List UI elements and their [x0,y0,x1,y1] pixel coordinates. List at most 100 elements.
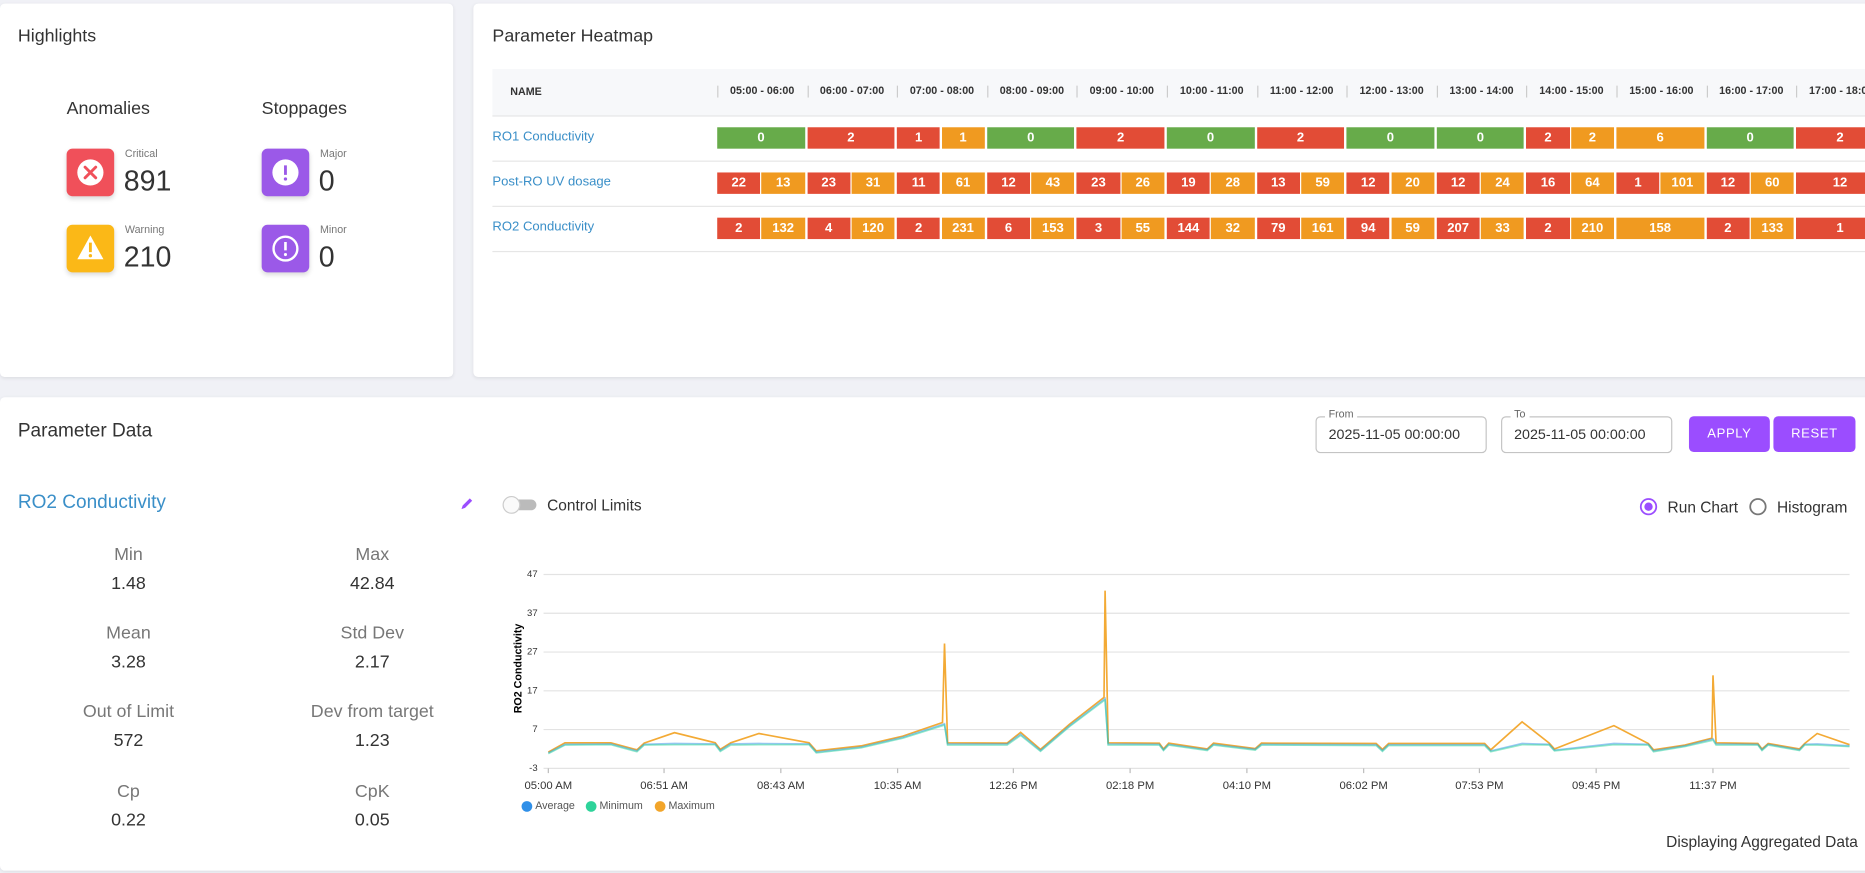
column-divider [1706,85,1708,98]
heat-cell: 210 [1570,217,1615,240]
x-tick-label: 02:18 PM [1106,780,1154,792]
minor-icon [261,224,310,273]
cell-value: 61 [955,176,971,191]
cell-value: 2 [847,130,855,146]
x-tick-label: 06:51 AM [640,780,688,792]
heat-cell: 144 [1166,217,1210,240]
row-name: RO1 Conductivity [492,129,595,144]
column-divider [1256,85,1258,98]
heat-cell: 12 [986,172,1031,194]
legend-marker [654,801,666,812]
cell-value: 3 [1094,221,1103,236]
heat-cell: 6 [1616,127,1704,149]
row-divider [492,250,1865,253]
x-tick-label: 08:43 AM [757,780,805,792]
cell-value: 12 [1360,176,1376,191]
heat-cell: 61 [941,172,985,194]
column-header: 13:00 - 14:00 [1449,84,1514,97]
input-label: To [1510,407,1530,420]
series-line [547,590,1850,753]
edit-icon[interactable] [460,496,474,510]
cell-value: 23 [821,176,836,191]
cell-value: 2 [735,221,743,236]
radio[interactable] [1748,497,1767,516]
cell-value: 12 [1832,176,1848,191]
y-tick-label: 17 [527,685,538,696]
heat-cell: 231 [941,217,985,240]
heat-cell: 0 [986,127,1075,149]
input-value: 2025-11-05 00:00:00 [1514,425,1646,443]
heat-cell: 207 [1436,217,1480,240]
cell-value: 0 [1746,130,1754,146]
radio-label: Histogram [1776,498,1848,517]
heat-cell: 0 [1166,127,1255,149]
legend-label: Maximum [668,800,714,812]
legend-label: Average [535,800,575,812]
cell-value: 133 [1761,221,1784,236]
y-tick-label: 27 [527,647,538,658]
heat-cell: 22 [717,172,761,194]
critical-icon [66,148,115,197]
cell-value: 207 [1447,221,1470,236]
apply-button[interactable]: APPLY [1688,416,1770,452]
item-value: 0 [318,241,335,274]
card-title: Parameter Heatmap [492,26,654,47]
column-divider [1796,85,1798,98]
stat-label: Mean [106,623,151,644]
stat-value: 42.84 [349,573,395,594]
column-divider [1526,85,1528,98]
x-tick-label: 12:26 PM [989,780,1037,792]
reset-button[interactable]: RESET [1773,416,1856,452]
heat-cell: 20 [1391,172,1435,194]
row-divider [492,160,1865,162]
heat-cell: 23 [807,172,851,194]
heat-cell: 12 [1796,172,1865,194]
cell-value: 28 [1225,176,1241,191]
cell-value: 0 [1476,130,1484,146]
y-tick-label: 7 [532,724,537,735]
stat-label: Max [355,544,390,565]
cell-value: 26 [1135,176,1151,191]
cell-value: 2 [914,221,923,236]
item-label: Major [319,147,347,160]
cell-value: 11 [911,176,926,191]
y-axis-label: RO2 Conductivity [512,624,524,714]
cell-value: 12 [1450,176,1466,191]
cell-value: 1 [959,130,967,146]
column-divider [1076,85,1079,98]
heat-cell: 23 [1076,172,1121,194]
toggle[interactable] [501,495,539,514]
cell-value: 0 [1027,130,1035,146]
cell-value: 101 [1671,176,1694,191]
stat-value: 0.05 [354,809,390,831]
heat-cell: 158 [1616,217,1704,240]
cell-value: 2 [1544,221,1552,236]
heat-cell: 3 [1076,217,1121,240]
table-header [492,68,1865,117]
heat-cell: 133 [1750,217,1794,240]
heat-cell: 2 [897,217,941,240]
heat-cell: 0 [1346,127,1435,149]
cell-value: 16 [1540,176,1556,191]
heat-cell: 161 [1301,217,1345,240]
heat-cell: 11 [897,172,941,194]
heat-cell: 0 [717,127,805,149]
column-divider [1166,85,1169,98]
column-header: 09:00 - 10:00 [1089,84,1154,97]
column-divider [1616,85,1618,98]
cell-value: 161 [1311,221,1334,236]
stat-label: Min [114,544,143,565]
heat-cell: 43 [1031,172,1075,194]
radio[interactable] [1639,497,1658,516]
from-input[interactable]: 2025-11-05 00:00:00 [1315,416,1487,454]
y-tick-label: 37 [527,608,538,619]
group-title: Anomalies [66,98,150,119]
cell-value: 0 [757,130,765,146]
cell-value: 6 [1656,130,1664,146]
heat-cell: 0 [1436,127,1525,149]
stat-label: Std Dev [340,623,405,644]
item-label: Warning [124,223,165,236]
to-input[interactable]: 2025-11-05 00:00:00 [1501,416,1673,454]
input-value: 2025-11-05 00:00:00 [1328,425,1461,443]
